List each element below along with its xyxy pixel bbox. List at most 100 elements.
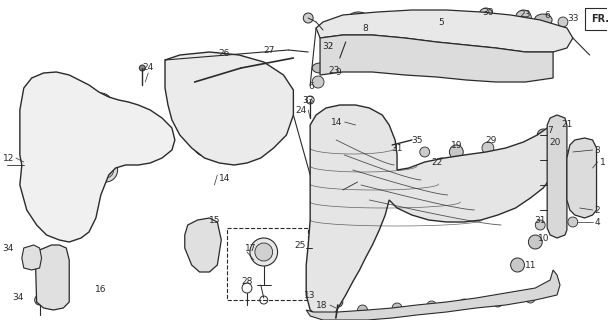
Circle shape — [312, 242, 324, 254]
Circle shape — [107, 116, 131, 140]
Circle shape — [216, 132, 238, 154]
Circle shape — [64, 140, 88, 164]
Circle shape — [427, 301, 436, 311]
Ellipse shape — [63, 136, 80, 148]
Ellipse shape — [104, 109, 121, 121]
Circle shape — [535, 220, 545, 230]
Polygon shape — [306, 270, 560, 320]
Polygon shape — [320, 35, 553, 82]
Circle shape — [303, 13, 313, 23]
Circle shape — [88, 120, 104, 136]
Circle shape — [111, 120, 126, 136]
Circle shape — [334, 51, 342, 59]
Circle shape — [58, 174, 65, 182]
Circle shape — [507, 53, 520, 67]
Circle shape — [207, 111, 228, 133]
Text: 22: 22 — [431, 157, 442, 166]
Text: 18: 18 — [316, 300, 328, 309]
Circle shape — [250, 89, 272, 111]
Circle shape — [392, 303, 402, 313]
Circle shape — [210, 70, 224, 84]
Circle shape — [84, 116, 108, 140]
Text: 20: 20 — [549, 138, 561, 147]
Bar — [227, 228, 308, 300]
Circle shape — [97, 101, 105, 109]
Circle shape — [75, 96, 83, 104]
Circle shape — [72, 148, 80, 156]
Circle shape — [75, 167, 91, 183]
Circle shape — [552, 180, 562, 190]
Circle shape — [50, 151, 58, 159]
Circle shape — [91, 144, 107, 160]
Text: 15: 15 — [208, 215, 220, 225]
Text: 34: 34 — [2, 244, 14, 252]
Circle shape — [95, 148, 103, 156]
Polygon shape — [609, 10, 613, 26]
Circle shape — [111, 136, 134, 160]
Polygon shape — [36, 245, 69, 310]
Circle shape — [421, 51, 428, 59]
Text: 33: 33 — [303, 95, 314, 105]
Circle shape — [418, 48, 432, 62]
Circle shape — [360, 45, 375, 59]
Circle shape — [234, 115, 248, 129]
Text: 24: 24 — [143, 62, 154, 71]
Circle shape — [435, 158, 449, 172]
Circle shape — [420, 147, 430, 157]
Circle shape — [226, 89, 248, 111]
Circle shape — [323, 307, 333, 317]
Text: 14: 14 — [332, 117, 343, 126]
Text: 7: 7 — [547, 125, 553, 134]
Circle shape — [98, 162, 113, 178]
Circle shape — [115, 140, 131, 156]
Ellipse shape — [312, 63, 328, 73]
Circle shape — [509, 56, 517, 64]
Circle shape — [552, 130, 562, 140]
Circle shape — [331, 48, 345, 62]
Circle shape — [204, 89, 225, 111]
Circle shape — [42, 143, 65, 167]
Circle shape — [388, 141, 396, 149]
Circle shape — [207, 93, 221, 107]
Circle shape — [89, 93, 113, 117]
Text: 10: 10 — [538, 234, 549, 243]
Circle shape — [53, 101, 60, 109]
Ellipse shape — [58, 109, 75, 121]
Text: 16: 16 — [95, 285, 107, 294]
Text: 21: 21 — [562, 119, 573, 129]
Circle shape — [552, 155, 562, 165]
Circle shape — [254, 93, 268, 107]
Circle shape — [558, 17, 568, 27]
Text: 23: 23 — [328, 66, 340, 75]
Circle shape — [238, 65, 244, 71]
Ellipse shape — [82, 106, 100, 118]
Ellipse shape — [87, 134, 105, 146]
Circle shape — [579, 189, 590, 201]
Circle shape — [67, 88, 91, 112]
Polygon shape — [22, 245, 42, 270]
Ellipse shape — [423, 15, 443, 27]
Circle shape — [194, 134, 215, 156]
Circle shape — [181, 91, 202, 113]
Circle shape — [47, 126, 55, 134]
Circle shape — [92, 124, 100, 132]
Circle shape — [184, 114, 205, 136]
Circle shape — [71, 92, 87, 108]
Polygon shape — [306, 105, 557, 316]
Circle shape — [480, 53, 488, 61]
Circle shape — [115, 124, 123, 132]
Ellipse shape — [348, 12, 367, 24]
Circle shape — [565, 150, 575, 160]
Circle shape — [549, 127, 565, 143]
Circle shape — [391, 51, 399, 59]
Text: 23: 23 — [520, 10, 531, 19]
Circle shape — [40, 118, 63, 142]
Circle shape — [71, 163, 95, 187]
Text: 9: 9 — [335, 68, 341, 76]
Circle shape — [234, 71, 248, 85]
Circle shape — [188, 73, 202, 87]
Circle shape — [45, 147, 61, 163]
Circle shape — [336, 300, 340, 304]
Text: 25: 25 — [295, 241, 306, 250]
Circle shape — [230, 93, 244, 107]
